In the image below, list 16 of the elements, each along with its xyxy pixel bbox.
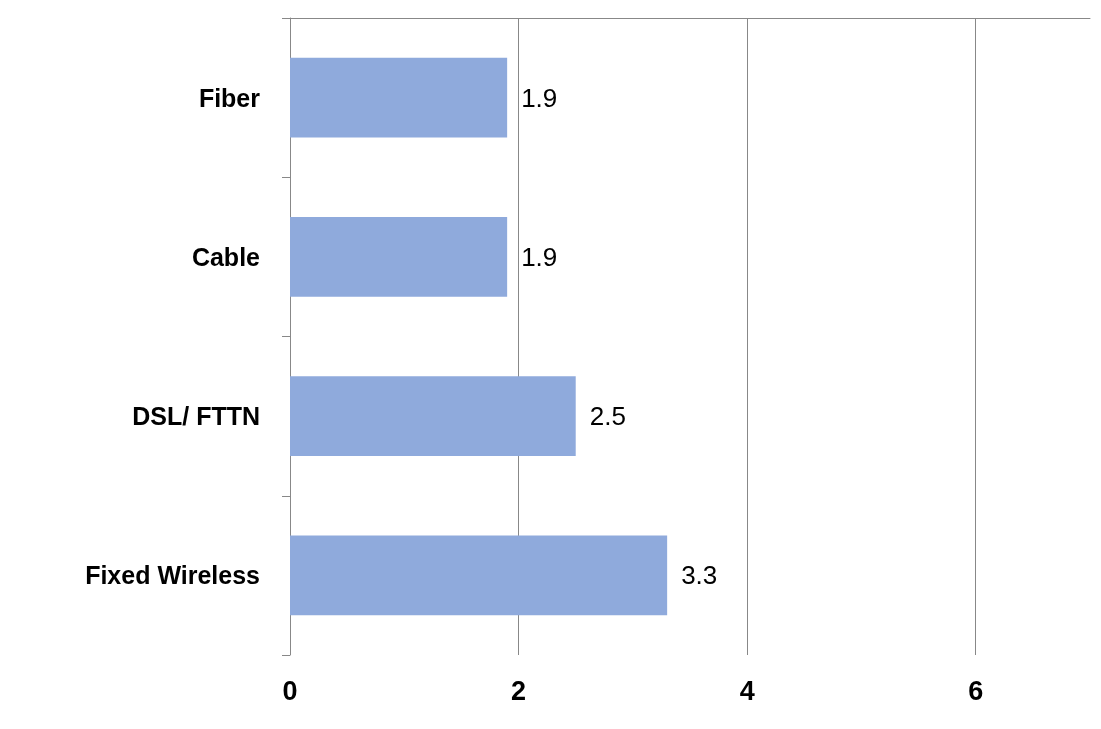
y-tick-label: Fiber: [198, 83, 261, 112]
y-tick-label: DSL/ FTTN: [132, 402, 260, 431]
y-tick-label: Fixed Wireless: [85, 561, 260, 590]
x-tick-label: 6: [968, 675, 984, 706]
x-tick-label: 0: [282, 675, 298, 706]
x-tick-label: 4: [739, 675, 755, 706]
bar: [290, 217, 508, 297]
data-label: 1.9: [521, 82, 558, 113]
y-tick-label: Cable: [191, 242, 261, 271]
bar: [290, 535, 668, 616]
bar: [290, 376, 576, 456]
x-tick-label: 2: [511, 675, 527, 706]
data-label: 2.5: [589, 401, 626, 432]
data-label: 1.9: [521, 241, 558, 272]
data-label: 3.3: [681, 560, 718, 591]
bar: [290, 57, 508, 138]
